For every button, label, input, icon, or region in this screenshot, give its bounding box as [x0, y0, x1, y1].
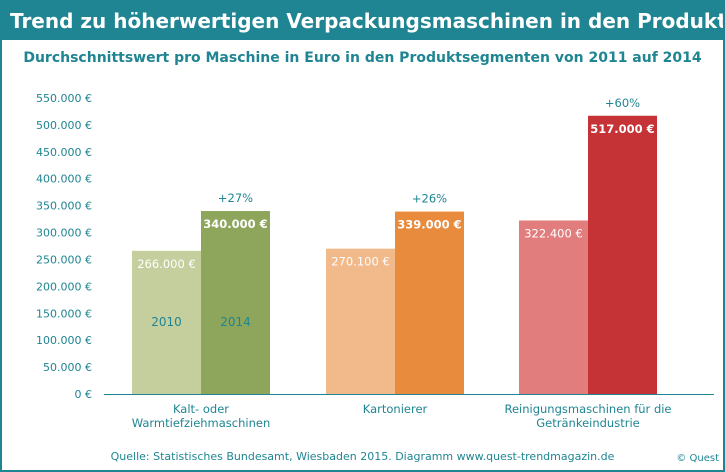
growth-label: +26%	[412, 192, 447, 206]
bar-value-label: 339.000 €	[397, 218, 461, 232]
page-title: Trend zu höherwertigen Verpackungsmaschi…	[2, 2, 723, 40]
y-tick-label: 550.000 €	[36, 92, 92, 105]
bar-2014	[395, 211, 464, 394]
y-tick-label: 450.000 €	[36, 146, 92, 159]
y-tick-label: 250.000 €	[36, 253, 92, 266]
copyright-note: © Quest	[676, 453, 719, 464]
bar-value-label: 322.400 €	[524, 226, 583, 240]
bar-2010	[519, 220, 588, 394]
category-label: Kalt- oder	[173, 402, 229, 416]
bar-2010	[326, 248, 395, 394]
category-label: Warmtiefziehmaschinen	[132, 416, 271, 430]
category-label: Reinigungsmaschinen für die	[504, 402, 671, 416]
year-label-2014: 2014	[220, 315, 251, 329]
y-tick-label: 0 €	[75, 388, 93, 401]
chart-subtitle: Durchschnittswert pro Maschine in Euro i…	[23, 50, 702, 66]
bar-value-label: 270.100 €	[331, 255, 390, 269]
bar-value-label: 517.000 €	[590, 122, 654, 136]
y-tick-label: 150.000 €	[36, 307, 92, 320]
category-label: Kartonierer	[363, 402, 428, 416]
y-tick-label: 300.000 €	[36, 227, 92, 240]
bar-2014	[588, 115, 657, 394]
y-tick-label: 100.000 €	[36, 334, 92, 347]
y-tick-label: 200.000 €	[36, 280, 92, 293]
year-label-2010: 2010	[151, 315, 182, 329]
bar-2014	[201, 211, 270, 394]
source-note: Quelle: Statistisches Bundesamt, Wiesbad…	[110, 450, 615, 463]
bar-value-label: 340.000 €	[203, 217, 267, 231]
y-tick-label: 400.000 €	[36, 173, 92, 186]
y-tick-label: 350.000 €	[36, 200, 92, 213]
bar-2010	[132, 250, 201, 394]
y-tick-label: 50.000 €	[43, 361, 92, 374]
growth-label: +27%	[218, 191, 253, 205]
bar-value-label: 266.000 €	[137, 257, 196, 271]
y-tick-label: 500.000 €	[36, 119, 92, 132]
growth-label: +60%	[605, 96, 640, 110]
category-label: Getränkeindustrie	[536, 416, 639, 430]
